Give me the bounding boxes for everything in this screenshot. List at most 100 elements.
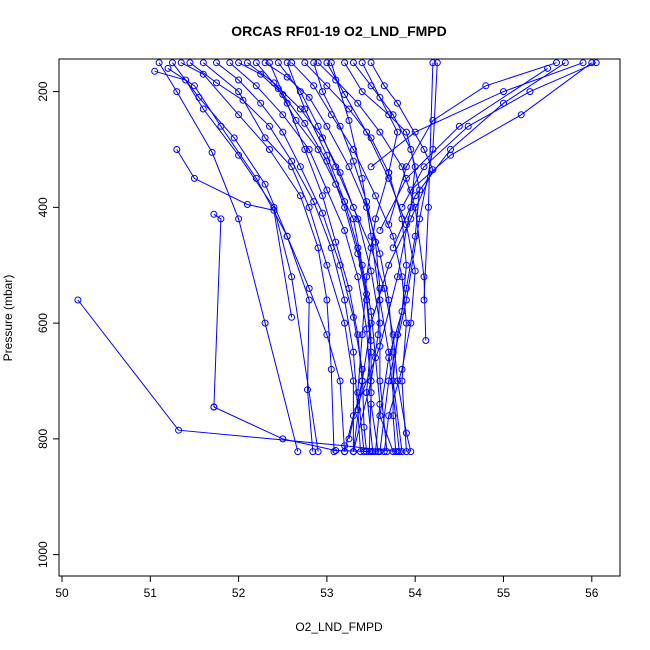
- data-point: [349, 203, 357, 211]
- data-point: [411, 232, 419, 240]
- data-point: [257, 99, 265, 107]
- series-line: [317, 62, 427, 341]
- data-point: [369, 448, 377, 456]
- data-point: [374, 331, 382, 339]
- data-point: [389, 244, 397, 252]
- data-point: [309, 448, 317, 456]
- data-point: [175, 426, 183, 434]
- data-point: [455, 122, 463, 130]
- data-point: [367, 337, 375, 344]
- data-point: [213, 79, 220, 87]
- data-point: [323, 331, 331, 339]
- data-point: [283, 99, 291, 107]
- data-point: [389, 111, 397, 119]
- data-point: [279, 435, 287, 443]
- data-point: [345, 163, 353, 171]
- data-point: [376, 227, 384, 234]
- data-point: [349, 146, 357, 153]
- data-point: [407, 203, 415, 211]
- data-point: [349, 59, 357, 67]
- x-tick-label: 50: [55, 586, 69, 600]
- data-point: [296, 105, 304, 113]
- data-point: [261, 319, 269, 327]
- data-point: [341, 448, 349, 456]
- chart-title: ORCAS RF01-19 O2_LND_FMPD: [231, 23, 447, 39]
- data-point: [385, 261, 393, 269]
- data-point: [213, 59, 220, 67]
- data-point: [261, 134, 269, 142]
- data-point: [376, 412, 384, 420]
- data-point: [74, 296, 82, 304]
- data-point: [402, 261, 410, 269]
- y-tick-label: 800: [36, 429, 50, 449]
- data-point: [395, 448, 403, 456]
- data-point: [305, 296, 313, 304]
- data-point: [301, 105, 309, 113]
- data-point: [186, 59, 194, 67]
- data-point: [173, 146, 181, 153]
- data-point: [292, 117, 300, 124]
- data-point: [500, 88, 507, 96]
- series-line: [189, 62, 361, 452]
- x-tick-label: 51: [144, 586, 158, 600]
- data-point: [230, 134, 238, 142]
- data-point: [358, 261, 366, 269]
- data-point: [358, 174, 366, 182]
- data-point: [314, 59, 322, 67]
- data-point: [332, 180, 340, 188]
- data-point: [394, 128, 401, 136]
- y-tick-label: 1000: [36, 541, 50, 568]
- data-point: [235, 88, 243, 96]
- data-point: [354, 331, 362, 339]
- x-axis-label: O2_LND_FMPD: [295, 620, 383, 634]
- series-line: [370, 62, 584, 168]
- data-point: [544, 64, 552, 72]
- series-line: [401, 62, 597, 208]
- data-point: [288, 59, 296, 67]
- data-point: [363, 128, 371, 136]
- data-point: [257, 70, 265, 78]
- data-point: [402, 163, 410, 171]
- data-point: [341, 296, 349, 304]
- data-point: [323, 82, 331, 90]
- data-point: [323, 122, 331, 130]
- data-point: [314, 146, 322, 153]
- data-point: [389, 377, 397, 385]
- data-point: [411, 267, 419, 275]
- data-point: [314, 122, 322, 130]
- y-tick-label: 400: [36, 197, 50, 217]
- data-point: [151, 67, 159, 75]
- data-point: [235, 215, 243, 223]
- data-point: [422, 337, 430, 344]
- data-point: [305, 93, 313, 101]
- data-point: [420, 163, 428, 171]
- data-point: [407, 146, 415, 153]
- series-line: [167, 67, 314, 452]
- data-point: [367, 348, 375, 356]
- data-point: [323, 151, 331, 159]
- data-point: [177, 59, 185, 67]
- y-axis: 200 400 600 800 1000: [36, 81, 60, 568]
- data-point: [266, 122, 273, 130]
- data-point: [389, 331, 397, 339]
- plot-area: [74, 59, 600, 456]
- data-point: [327, 365, 335, 373]
- data-point: [385, 412, 393, 420]
- data-point: [416, 215, 424, 223]
- data-point: [323, 261, 331, 269]
- data-point: [407, 186, 415, 194]
- data-point: [314, 448, 322, 456]
- data-point: [190, 82, 198, 90]
- data-point: [376, 284, 384, 292]
- data-point: [296, 88, 304, 96]
- data-point: [349, 348, 357, 356]
- data-point: [402, 448, 410, 456]
- y-axis-label: Pressure (mbar): [1, 275, 15, 362]
- data-point: [319, 88, 326, 96]
- data-point: [266, 146, 273, 153]
- x-axis: 50 51 52 53 54 55 56: [55, 575, 599, 600]
- data-point: [482, 82, 490, 90]
- x-tick-label: 55: [497, 586, 511, 600]
- data-point: [283, 59, 291, 67]
- series-line: [286, 62, 374, 452]
